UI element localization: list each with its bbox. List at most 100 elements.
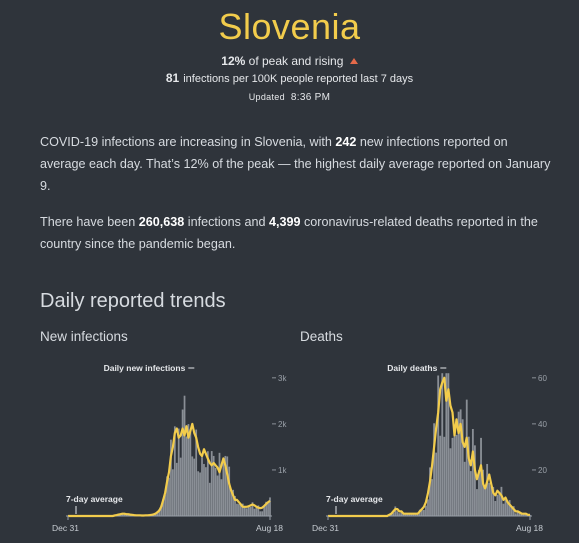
daily-bar [245,508,248,516]
y-tick-label: 2k [278,420,287,429]
daily-bar [241,503,244,516]
x-tick-label: Aug 18 [516,523,543,533]
peak-text: of peak and rising [248,54,344,68]
daily-bar [212,455,215,516]
average-annotation: 7-day average [66,494,123,504]
infections-chart: 1k 2k 3k Dec 31 Aug 18 Daily new infections 7-… [52,363,287,533]
daily-bar [494,501,497,516]
y-tick-label: 40 [538,420,547,429]
daily-bar [214,467,217,516]
daily-bar [518,512,521,516]
updated-label: Updated [248,92,285,102]
average-annotation: 7-day average [326,494,383,504]
daily-bar [187,424,190,516]
total-deaths: 4,399 [268,215,301,229]
y-tick-label: 20 [538,466,547,475]
daily-bar [476,489,478,516]
daily-bar [205,467,207,516]
daily-bar [400,510,403,516]
daily-bar [263,505,266,516]
daily-bar [243,505,246,516]
total-infections: 260,638 [138,215,185,229]
daily-bar [224,455,227,516]
daily-bar [435,452,438,516]
daily-bar [228,466,231,516]
x-tick-label: Dec 31 [312,523,339,533]
daily-bar [230,489,233,516]
daily-bar [170,439,172,516]
series-annotation: Daily new infections [104,363,186,373]
daily-bar [506,502,509,516]
daily-bar [520,513,523,516]
daily-bar [123,514,126,516]
daily-bar [392,512,395,516]
daily-bar [238,504,240,516]
daily-bar [455,434,458,516]
daily-bar [168,477,170,516]
daily-bar [439,435,442,516]
daily-bar [172,469,174,516]
daily-bar [486,463,489,516]
daily-bar [427,499,429,516]
daily-bar [173,426,176,516]
daily-bar [181,409,184,516]
daily-bar [253,508,256,516]
daily-bar [431,479,433,516]
daily-bar [445,373,448,516]
daily-bar [471,428,474,516]
daily-bar [175,462,178,516]
daily-bar [478,469,480,516]
daily-bar [433,423,436,516]
peak-status: 12% of peak and rising [0,54,579,68]
daily-bar [222,461,225,516]
summary-paragraph-2: There have been 260,638 infections and 4… [40,211,555,255]
daily-bar [441,373,444,516]
daily-bar [492,486,495,516]
daily-bar [269,497,271,516]
daily-bar [265,501,267,516]
daily-bar [257,505,260,516]
y-tick-label: 60 [538,374,547,383]
daily-bar [484,485,487,516]
daily-bar [197,471,200,516]
daily-bar [425,505,427,516]
daily-bar [199,472,201,516]
daily-bar [261,511,264,516]
daily-average-infections: 242 [335,135,357,149]
daily-bar [422,510,425,516]
summary-text: There have been [40,215,136,229]
daily-bar [160,505,163,516]
daily-bar [502,503,505,516]
daily-bar [474,445,476,516]
daily-bar [500,486,503,516]
daily-bar [220,479,223,516]
daily-bar [251,502,254,516]
daily-bar [234,495,236,516]
seven-day-average-line [328,376,530,518]
x-tick-label: Dec 31 [52,523,79,533]
daily-bar [512,506,515,516]
daily-bar [459,409,462,516]
daily-bar [516,511,519,516]
infections-per-100k-value: 81 [165,71,180,85]
daily-bar [255,506,258,516]
series-annotation: Daily deaths [387,363,437,373]
daily-bar [480,437,482,516]
daily-bar [203,463,205,516]
daily-bar [465,399,468,516]
seven-day-average-line [68,422,271,518]
daily-bar [416,514,419,516]
daily-bar [522,514,525,516]
daily-bar [461,419,464,516]
daily-bar [210,451,213,516]
daily-bar [239,504,242,516]
daily-bar [510,506,513,516]
daily-bar [394,506,397,516]
daily-bar [156,512,159,516]
daily-bar [267,502,269,516]
daily-bar [490,486,493,516]
daily-bar [259,511,262,516]
daily-bars [113,395,271,516]
country-title: Slovenia [218,6,361,47]
daily-bar [449,448,452,516]
